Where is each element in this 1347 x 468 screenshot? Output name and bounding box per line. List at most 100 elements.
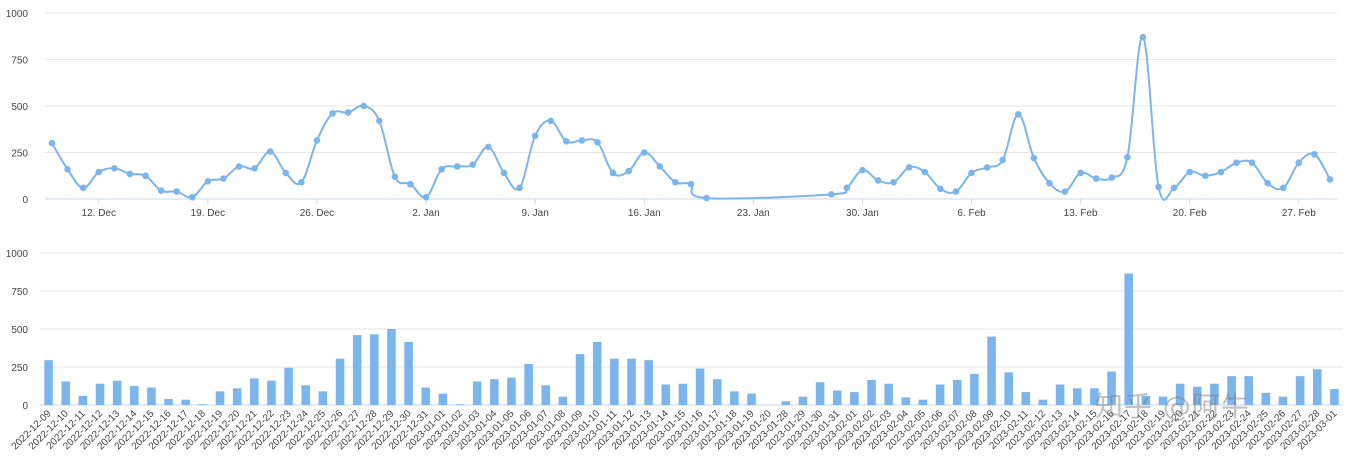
bar xyxy=(215,391,225,405)
bar xyxy=(987,336,996,405)
data-point xyxy=(656,163,664,170)
data-point xyxy=(266,148,274,155)
bar xyxy=(1004,372,1013,405)
y-tick-label: 0 xyxy=(22,401,28,412)
x-tick-label: 30. Jan xyxy=(846,208,879,219)
data-point xyxy=(1326,176,1334,183)
data-point xyxy=(687,180,695,188)
data-point xyxy=(827,191,835,198)
data-point xyxy=(157,187,165,194)
bar xyxy=(44,360,53,405)
data-point xyxy=(1061,188,1069,195)
bar xyxy=(918,399,928,405)
bar xyxy=(232,388,242,405)
bar xyxy=(1210,383,1219,405)
data-point xyxy=(1295,159,1303,167)
bar xyxy=(1295,376,1305,405)
data-point xyxy=(1186,168,1194,176)
bar xyxy=(250,378,259,405)
data-point xyxy=(874,177,882,184)
bar xyxy=(575,354,585,405)
bar xyxy=(61,381,71,405)
y-tick-label: 500 xyxy=(11,102,28,113)
data-point xyxy=(1046,179,1053,187)
bar xyxy=(558,396,568,405)
data-point xyxy=(1233,159,1240,167)
data-point xyxy=(1248,159,1256,167)
bar xyxy=(421,387,431,405)
data-point xyxy=(220,175,227,182)
data-point xyxy=(1217,168,1225,176)
bar xyxy=(370,334,379,405)
watermark: 知乎 @阿牛 xyxy=(1095,390,1250,423)
data-point xyxy=(453,163,461,170)
x-tick-label: 12. Dec xyxy=(82,208,116,219)
y-tick-label: 750 xyxy=(11,287,28,298)
bar xyxy=(781,401,791,405)
data-point xyxy=(251,165,258,172)
bar xyxy=(850,392,859,405)
bar xyxy=(884,383,893,405)
bar xyxy=(335,358,345,405)
bar xyxy=(1175,383,1185,405)
bar xyxy=(1278,396,1288,405)
bar xyxy=(1055,384,1065,405)
x-tick-label: 16. Jan xyxy=(628,208,661,219)
data-point xyxy=(407,180,414,188)
data-point xyxy=(1124,153,1131,161)
bar xyxy=(798,396,808,405)
data-point xyxy=(375,117,383,125)
data-point xyxy=(329,110,336,117)
bar xyxy=(1038,399,1048,405)
data-point xyxy=(111,165,118,172)
bar xyxy=(472,381,482,405)
bar xyxy=(507,377,516,405)
bar xyxy=(147,387,156,405)
data-point xyxy=(142,172,149,180)
bar xyxy=(627,358,636,405)
bar xyxy=(610,358,619,405)
bar xyxy=(935,384,945,405)
bar-chart: 025050075010002022-12-092022-12-102022-1… xyxy=(6,249,1343,452)
bar xyxy=(524,363,533,405)
y-tick-label: 1000 xyxy=(6,249,29,260)
bar xyxy=(730,391,739,405)
bar xyxy=(267,380,276,405)
bar xyxy=(1261,392,1271,405)
data-point xyxy=(1279,184,1287,192)
x-tick-label: 26. Dec xyxy=(300,208,334,219)
data-point xyxy=(531,132,539,140)
bar xyxy=(1072,388,1082,405)
data-point xyxy=(516,184,523,192)
bar xyxy=(112,380,122,405)
bar xyxy=(747,393,756,405)
data-point xyxy=(563,138,570,145)
bar xyxy=(695,368,705,405)
data-point xyxy=(703,194,710,202)
bar xyxy=(181,399,191,405)
bar xyxy=(1158,396,1168,405)
bar xyxy=(1107,371,1116,405)
bar xyxy=(78,395,88,405)
data-point xyxy=(1155,183,1162,191)
data-point xyxy=(469,161,477,168)
data-point xyxy=(126,170,134,178)
bar xyxy=(1312,369,1322,405)
data-point xyxy=(859,166,866,174)
y-tick-label: 250 xyxy=(11,149,28,160)
line-chart: 0 250 500 750 1000 12. Dec 19. Dec 26. Dec 2. Ja… xyxy=(6,9,1337,219)
bar xyxy=(1021,392,1031,405)
data-point xyxy=(1014,111,1022,118)
data-point xyxy=(500,169,508,177)
data-point xyxy=(344,109,352,116)
data-point xyxy=(204,178,212,185)
data-point xyxy=(952,188,960,195)
bar xyxy=(901,397,911,405)
bar xyxy=(164,398,173,405)
bar xyxy=(130,386,139,405)
bar xyxy=(815,382,825,405)
data-point xyxy=(1139,33,1147,41)
data-point xyxy=(391,173,399,180)
data-point xyxy=(235,163,243,170)
